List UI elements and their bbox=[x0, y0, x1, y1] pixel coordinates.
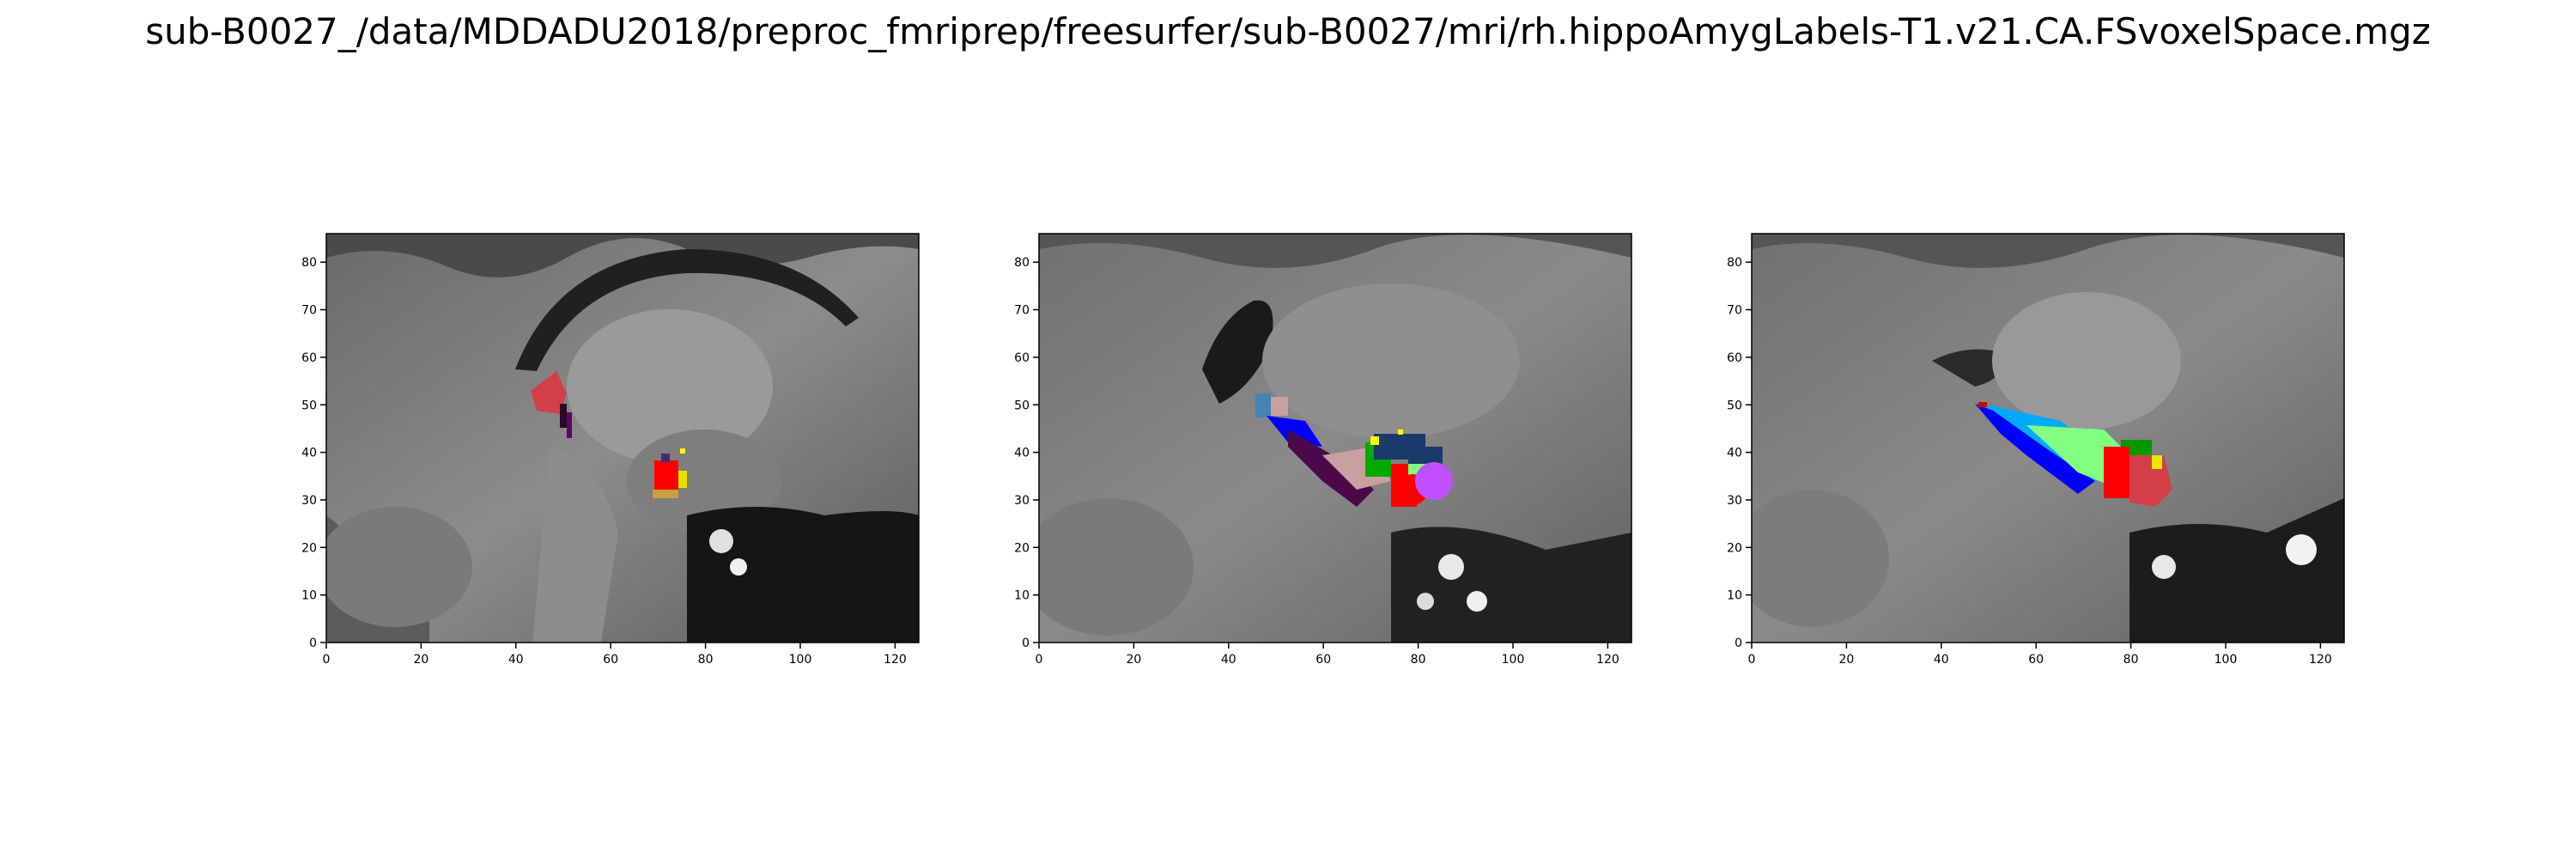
x-tick-label: 80 bbox=[1411, 653, 1426, 667]
y-tick-label: 30 bbox=[1014, 494, 1030, 508]
y-tick-label: 30 bbox=[301, 494, 317, 508]
axes-frame bbox=[325, 233, 920, 643]
x-tick-label: 20 bbox=[1838, 653, 1854, 667]
y-tick-label: 60 bbox=[1727, 351, 1742, 365]
panel-1: 0 20 40 60 80 100 120 0 10 20 30 40 50 60 70 80 bbox=[301, 233, 920, 667]
y-tick-label: 60 bbox=[1014, 351, 1030, 365]
x-tick-label: 120 bbox=[884, 653, 907, 667]
x-tick-label: 0 bbox=[1748, 653, 1756, 667]
panel-3: 0 20 40 60 80 100 120 0 10 20 30 40 50 60 70 80 bbox=[1727, 233, 2345, 667]
mri-slice-1 bbox=[326, 234, 919, 643]
x-axis-2: 0 20 40 60 80 100 120 bbox=[1036, 643, 1619, 667]
x-tick-label: 20 bbox=[413, 653, 428, 667]
y-tick-label: 50 bbox=[301, 399, 317, 412]
y-tick-label: 80 bbox=[1014, 256, 1030, 270]
x-tick-label: 60 bbox=[1315, 653, 1331, 667]
axes-frame bbox=[1038, 233, 1632, 643]
y-tick-label: 10 bbox=[1014, 589, 1030, 603]
y-axis-1: 0 10 20 30 40 50 60 70 80 bbox=[301, 256, 326, 650]
y-tick-label: 0 bbox=[1022, 637, 1030, 650]
y-tick-label: 70 bbox=[1727, 304, 1742, 318]
x-tick-label: 100 bbox=[2215, 653, 2238, 667]
x-tick-label: 80 bbox=[698, 653, 714, 667]
panel-2: 0 20 40 60 80 100 120 0 10 20 30 40 50 60 70 80 bbox=[1014, 233, 1632, 667]
y-tick-label: 80 bbox=[1727, 256, 1742, 270]
y-tick-label: 50 bbox=[1727, 399, 1742, 412]
y-tick-label: 20 bbox=[1014, 541, 1030, 555]
y-tick-label: 70 bbox=[301, 304, 317, 318]
y-tick-label: 0 bbox=[1735, 637, 1742, 650]
y-tick-label: 40 bbox=[301, 447, 317, 460]
x-tick-label: 60 bbox=[2028, 653, 2044, 667]
x-tick-label: 0 bbox=[323, 653, 331, 667]
x-tick-label: 100 bbox=[789, 653, 812, 667]
x-tick-label: 120 bbox=[1596, 653, 1619, 667]
y-axis-3: 0 10 20 30 40 50 60 70 80 bbox=[1727, 256, 1752, 650]
y-tick-label: 70 bbox=[1014, 304, 1030, 318]
mri-slice-2 bbox=[1039, 234, 1631, 643]
y-tick-label: 10 bbox=[301, 589, 317, 603]
y-tick-label: 40 bbox=[1014, 447, 1030, 460]
axes-frame bbox=[1751, 233, 2345, 643]
mri-slice-3 bbox=[1752, 234, 2344, 643]
y-tick-label: 60 bbox=[301, 351, 317, 365]
figure-title: sub-B0027_/data/MDDADU2018/preproc_fmrip… bbox=[145, 10, 2431, 52]
y-tick-label: 40 bbox=[1727, 447, 1742, 460]
y-tick-label: 10 bbox=[1727, 589, 1742, 603]
y-tick-label: 0 bbox=[309, 637, 317, 650]
x-axis-1: 0 20 40 60 80 100 120 bbox=[323, 643, 907, 667]
y-tick-label: 20 bbox=[1727, 541, 1742, 555]
x-tick-label: 100 bbox=[1502, 653, 1525, 667]
y-tick-label: 20 bbox=[301, 541, 317, 555]
y-tick-label: 50 bbox=[1014, 399, 1030, 412]
x-tick-label: 80 bbox=[2123, 653, 2139, 667]
x-tick-label: 120 bbox=[2309, 653, 2332, 667]
y-axis-2: 0 10 20 30 40 50 60 70 80 bbox=[1014, 256, 1039, 650]
x-tick-label: 40 bbox=[1221, 653, 1236, 667]
x-tick-label: 60 bbox=[603, 653, 618, 667]
y-tick-label: 80 bbox=[301, 256, 317, 270]
x-tick-label: 40 bbox=[508, 653, 524, 667]
x-tick-label: 40 bbox=[1934, 653, 1949, 667]
x-tick-label: 20 bbox=[1126, 653, 1141, 667]
x-axis-3: 0 20 40 60 80 100 120 bbox=[1748, 643, 2332, 667]
y-tick-label: 30 bbox=[1727, 494, 1742, 508]
x-tick-label: 0 bbox=[1036, 653, 1043, 667]
